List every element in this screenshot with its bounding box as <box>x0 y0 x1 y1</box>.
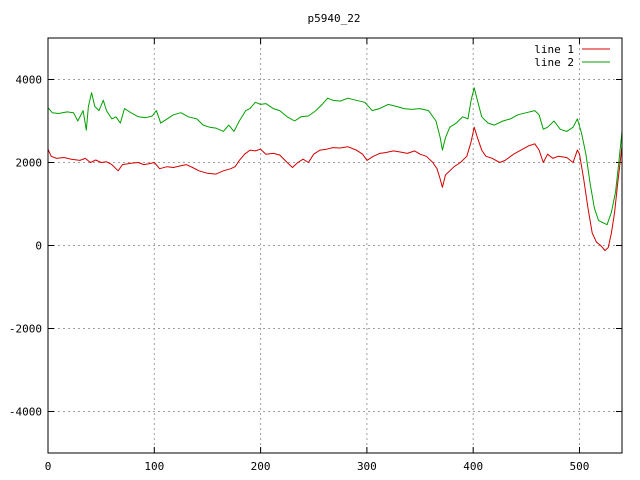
plot-frame <box>47 37 623 454</box>
x-tick-label: 500 <box>570 460 590 473</box>
x-tick-label: 200 <box>251 460 271 473</box>
x-tick-label: 100 <box>144 460 164 473</box>
series-line-1 <box>47 126 623 251</box>
series-line-2 <box>47 87 623 226</box>
x-tick-label: 300 <box>357 460 377 473</box>
y-tick-label: 2000 <box>16 157 43 170</box>
y-tick-label: -4000 <box>9 406 42 419</box>
x-tick-label: 400 <box>463 460 483 473</box>
series-lines <box>47 87 623 251</box>
chart-title: p5940_22 <box>308 12 361 25</box>
grid-lines <box>48 38 622 453</box>
legend-label: line 1 <box>534 43 574 56</box>
y-tick-label: 4000 <box>16 74 43 87</box>
y-tick-label: 0 <box>35 240 42 253</box>
y-tick-label: -2000 <box>9 323 42 336</box>
legend-label: line 2 <box>534 56 574 69</box>
x-tick-label: 0 <box>45 460 52 473</box>
axis-ticks: 0 100 200 300 400 500 -4000 -2000 0 2000 4000 <box>9 38 622 473</box>
